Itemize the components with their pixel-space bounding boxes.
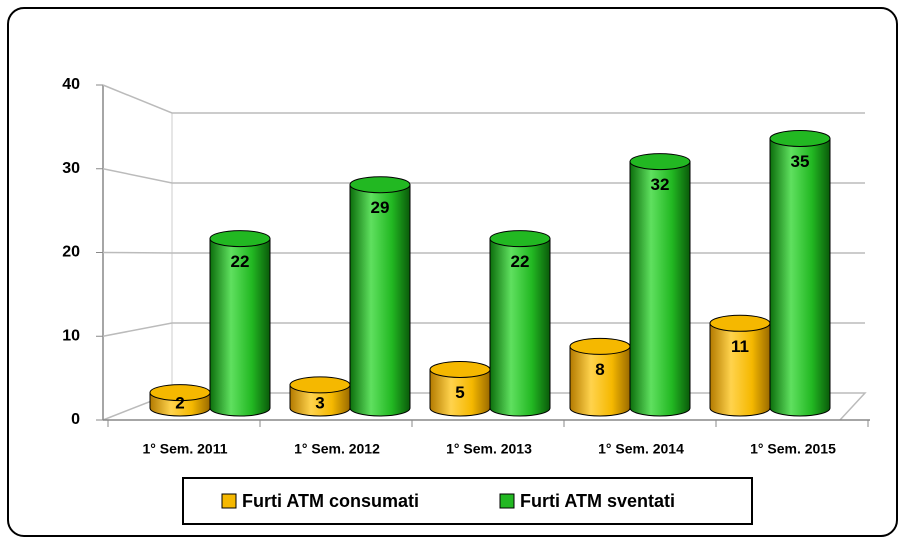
data-label: 3 — [315, 393, 324, 412]
data-label: 5 — [455, 383, 464, 402]
cylinder-top — [569, 337, 631, 355]
frame — [7, 7, 898, 537]
cylinder-body — [429, 369, 491, 417]
cylinder-top — [349, 176, 411, 194]
cylinder-body — [569, 345, 631, 417]
cylinder — [709, 314, 771, 417]
cylinder — [769, 130, 831, 417]
cylinder-top — [629, 153, 691, 171]
data-label: 2 — [175, 393, 184, 412]
cylinder — [629, 153, 691, 417]
cylinder — [429, 361, 491, 417]
data-label: 22 — [511, 252, 530, 271]
legend-label: Furti ATM sventati — [520, 491, 675, 511]
cylinder-body — [289, 384, 351, 417]
data-label: 32 — [651, 175, 670, 194]
legend — [182, 477, 753, 525]
x-tick-label: 1° Sem. 2011 — [143, 441, 228, 457]
cylinder — [489, 230, 551, 417]
cylinder-top — [289, 376, 351, 394]
cylinder-top — [769, 130, 831, 147]
cylinder-body — [709, 322, 771, 417]
legend-swatch — [499, 493, 515, 509]
x-tick-label: 1° Sem. 2013 — [446, 441, 532, 457]
cylinder-body — [769, 138, 831, 417]
y-tick-label: 10 — [62, 327, 80, 344]
x-tick-label: 1° Sem. 2015 — [750, 441, 836, 457]
data-label: 35 — [791, 152, 810, 171]
y-tick-label: 30 — [62, 160, 80, 177]
cylinder-body — [489, 238, 551, 417]
data-label: 22 — [231, 252, 250, 271]
cylinder — [149, 384, 211, 417]
y-tick-label: 0 — [71, 411, 80, 428]
cylinder-body — [349, 184, 411, 417]
data-label: 11 — [731, 337, 749, 356]
cylinder-top — [709, 314, 771, 332]
y-tick-label: 20 — [62, 244, 80, 261]
legend-label: Furti ATM consumati — [242, 491, 419, 511]
cylinder — [569, 337, 631, 417]
cylinder — [209, 230, 271, 417]
cylinder — [349, 176, 411, 417]
data-label: 29 — [371, 198, 390, 217]
data-label: 8 — [595, 360, 604, 379]
legend-swatch — [221, 493, 237, 509]
y-tick-label: 40 — [62, 76, 80, 93]
cylinder-body — [629, 161, 691, 417]
cylinder-body — [209, 238, 271, 417]
cylinder-top — [489, 230, 551, 248]
x-tick-label: 1° Sem. 2012 — [294, 441, 380, 457]
cylinder-top — [209, 230, 271, 248]
cylinder — [289, 376, 351, 417]
cylinder-top — [429, 361, 491, 378]
x-tick-label: 1° Sem. 2014 — [598, 441, 684, 457]
grid-line — [102, 84, 865, 114]
